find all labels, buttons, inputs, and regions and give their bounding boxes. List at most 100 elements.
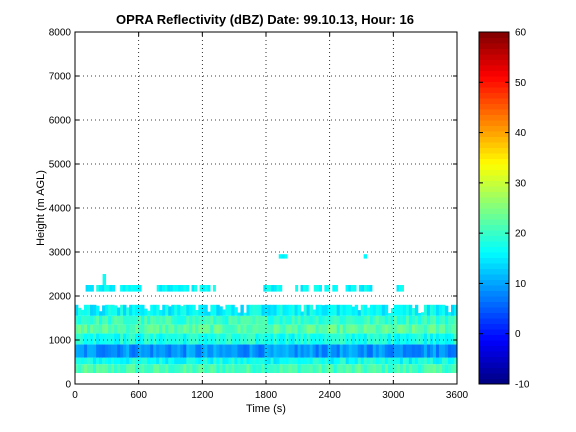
echo-cell [195, 357, 199, 365]
echo-patch [101, 285, 105, 292]
grid-lines [75, 32, 457, 384]
echo-cell [453, 364, 458, 373]
echo-cell [183, 357, 187, 365]
echo-cell [96, 324, 100, 334]
echo-cell [168, 357, 172, 365]
echo-cell [270, 333, 274, 345]
echo-cell [276, 324, 280, 334]
echo-cell [270, 357, 274, 365]
echo-cell [405, 357, 410, 365]
echo-cell [156, 304, 160, 316]
echo-cell [222, 333, 226, 345]
echo-cell [414, 357, 419, 365]
echo-cell [330, 304, 335, 316]
echo-patch [194, 285, 198, 292]
colorbar-segment [479, 274, 509, 280]
echo-cell [204, 324, 208, 334]
echo-cell [369, 315, 374, 325]
echo-cell [87, 315, 91, 325]
echo-cell [357, 310, 362, 316]
echo-cell [75, 324, 79, 334]
echo-cell [300, 344, 304, 358]
colorbar-segment [479, 307, 509, 313]
echo-cell [390, 364, 395, 373]
echo-cell [441, 364, 446, 373]
echo-cell [78, 333, 82, 345]
echo-cell [423, 344, 428, 358]
colorbar-segment [479, 263, 509, 269]
echo-cell [105, 333, 109, 345]
echo-cell [318, 333, 323, 345]
echo-cell [249, 315, 253, 325]
echo-patch [278, 254, 282, 259]
colorbar-segment [479, 147, 509, 154]
echo-cell [369, 364, 374, 373]
echo-cell [126, 333, 130, 345]
echo-cell [168, 344, 172, 358]
colorbar-segment [479, 208, 509, 214]
echo-patch [122, 285, 126, 292]
echo-cell [429, 364, 434, 373]
y-axis-label: Height (m AGL) [35, 170, 47, 246]
echo-cell [402, 304, 407, 316]
echo-cell [390, 315, 395, 325]
colorbar-tick-label: -10 [515, 380, 530, 391]
echo-cell [264, 344, 268, 358]
echo-cell [168, 324, 172, 334]
echo-cell [339, 324, 344, 334]
x-tick-label: 600 [130, 390, 147, 401]
echo-cell [189, 333, 193, 345]
echo-cell [261, 304, 265, 316]
echo-cell [348, 357, 353, 365]
echo-cell [417, 357, 422, 365]
echo-cell [321, 333, 326, 345]
colorbar-segment [479, 318, 509, 324]
echo-cell [114, 357, 118, 365]
echo-cell [240, 344, 244, 358]
echo-cell [270, 304, 274, 316]
echo-cell [420, 324, 425, 334]
colorbar-segment [479, 142, 509, 148]
echo-patch [295, 285, 299, 292]
echo-cell [402, 344, 407, 358]
echo-cell [210, 364, 214, 373]
echo-cell [252, 364, 256, 373]
echo-cell [135, 344, 139, 358]
echo-cell [135, 315, 139, 325]
echo-cell [288, 333, 292, 345]
echo-cell [321, 305, 326, 316]
echo-cell [225, 333, 229, 345]
echo-cell [246, 304, 250, 316]
echo-patch [358, 285, 362, 292]
echo-cell [162, 304, 166, 316]
echo-cell [231, 333, 235, 345]
echo-cell [231, 357, 235, 365]
echo-cell [237, 324, 241, 334]
echo-cell [183, 315, 187, 325]
echo-cell [312, 364, 317, 373]
echo-cell [105, 364, 109, 373]
echo-cell [357, 344, 362, 358]
echo-patch [345, 285, 349, 292]
echo-cell [330, 333, 335, 345]
echo-cell [192, 324, 196, 334]
echo-cell [243, 357, 247, 365]
y-tick-label: 5000 [49, 160, 72, 171]
echo-cell [441, 324, 446, 334]
echo-cell [222, 324, 226, 334]
echo-cell [294, 333, 298, 345]
echo-cell [102, 333, 106, 345]
echo-cell [78, 364, 82, 373]
echo-cell [288, 344, 292, 358]
echo-cell [273, 324, 277, 334]
echo-cell [204, 357, 208, 365]
colorbar-segment [479, 224, 509, 231]
echo-cell [111, 357, 115, 365]
echo-patch [324, 285, 328, 292]
echo-cell [330, 324, 335, 334]
echo-cell [333, 324, 338, 334]
echo-cell [378, 304, 383, 316]
echo-cell [342, 315, 347, 325]
echo-cell [147, 315, 151, 325]
echo-cell [384, 304, 389, 316]
